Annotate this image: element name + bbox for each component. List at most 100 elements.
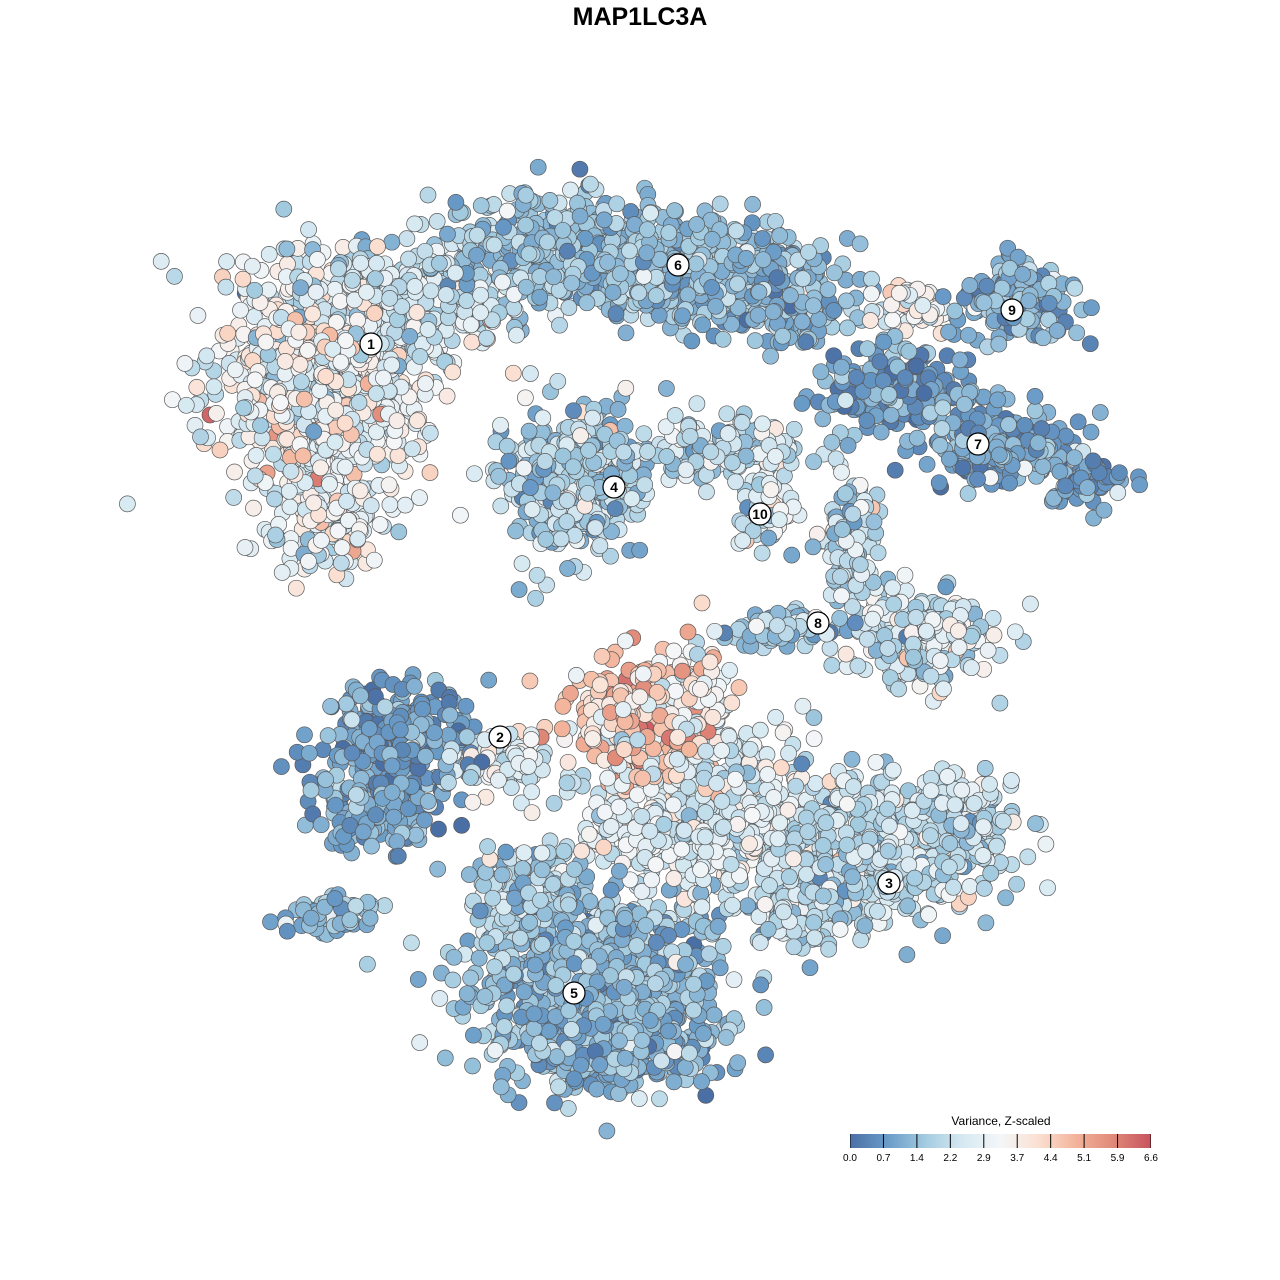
cell-point bbox=[951, 351, 969, 369]
cell-point bbox=[553, 720, 571, 738]
cell-point bbox=[1069, 413, 1087, 431]
cell-point bbox=[152, 253, 170, 270]
cell-point bbox=[492, 497, 510, 515]
cell-point bbox=[805, 730, 823, 748]
cell-point bbox=[785, 420, 803, 438]
cell-point bbox=[559, 560, 576, 577]
cell-point bbox=[198, 347, 216, 365]
cell-point bbox=[990, 335, 1008, 353]
cell-point bbox=[226, 463, 243, 481]
cell-point bbox=[421, 464, 439, 481]
cell-point bbox=[727, 473, 744, 491]
cell-point bbox=[588, 1080, 606, 1098]
chart-title: MAP1LC3A bbox=[572, 3, 708, 31]
cell-point bbox=[208, 405, 225, 422]
cell-point bbox=[896, 566, 914, 584]
cell-point bbox=[651, 1090, 668, 1108]
cell-point bbox=[398, 230, 416, 247]
cell-point bbox=[262, 913, 279, 931]
cell-point bbox=[793, 395, 811, 412]
cell-point bbox=[630, 1090, 648, 1107]
cell-point bbox=[744, 196, 761, 213]
cell-point bbox=[287, 579, 305, 597]
cell-point bbox=[718, 405, 736, 423]
cell-point bbox=[977, 914, 995, 932]
cell-point bbox=[985, 626, 1003, 644]
cell-point bbox=[211, 441, 229, 459]
cell-point bbox=[1081, 335, 1099, 353]
cell-point bbox=[705, 1006, 723, 1024]
cell-point bbox=[814, 410, 832, 428]
cell-point bbox=[767, 212, 784, 230]
cell-point bbox=[746, 332, 764, 349]
cell-point bbox=[528, 566, 546, 584]
cell-point bbox=[991, 694, 1009, 712]
cell-point bbox=[783, 546, 801, 564]
cell-point bbox=[512, 794, 530, 812]
cell-point bbox=[492, 416, 509, 434]
cell-point bbox=[869, 544, 887, 562]
cell-point bbox=[278, 240, 296, 258]
cell-point bbox=[312, 816, 330, 834]
cell-point bbox=[617, 632, 634, 650]
cell-point bbox=[462, 969, 479, 987]
cell-point bbox=[1091, 404, 1109, 421]
cell-point bbox=[997, 889, 1014, 907]
cell-point bbox=[458, 985, 476, 1003]
cell-point bbox=[1039, 879, 1056, 897]
cell-point bbox=[527, 589, 544, 607]
cell-point bbox=[343, 711, 361, 729]
cell-point bbox=[571, 160, 589, 178]
cell-point bbox=[389, 447, 407, 464]
cell-point bbox=[319, 727, 337, 744]
cell-point bbox=[507, 522, 524, 540]
cell-point bbox=[886, 461, 904, 479]
cell-point bbox=[260, 246, 278, 263]
cell-point bbox=[460, 866, 478, 883]
cell-point bbox=[273, 758, 290, 775]
cell-point bbox=[550, 1078, 567, 1096]
cell-points bbox=[119, 158, 1148, 1140]
cell-point bbox=[683, 332, 701, 350]
cell-point bbox=[643, 871, 660, 889]
cell-point bbox=[369, 238, 386, 255]
cell-point bbox=[794, 697, 812, 715]
cell-point bbox=[376, 897, 393, 914]
cell-point bbox=[428, 213, 446, 230]
cell-point bbox=[767, 709, 784, 726]
cell-point bbox=[757, 1046, 774, 1064]
cell-point bbox=[1131, 476, 1148, 494]
cell-point bbox=[453, 817, 470, 834]
cell-point bbox=[409, 971, 427, 988]
cell-point bbox=[464, 1057, 481, 1075]
cell-point bbox=[1083, 299, 1100, 317]
cell-point bbox=[698, 483, 715, 501]
cell-point bbox=[852, 931, 870, 949]
cell-point bbox=[245, 499, 262, 517]
cell-point bbox=[851, 235, 869, 253]
cell-point bbox=[466, 465, 483, 483]
cell-point bbox=[729, 1054, 747, 1072]
cell-point bbox=[801, 959, 819, 977]
cell-point bbox=[275, 200, 293, 218]
cell-point bbox=[755, 999, 773, 1016]
cell-point bbox=[314, 741, 332, 759]
cell-point bbox=[1008, 875, 1025, 893]
cell-point bbox=[812, 363, 830, 381]
cell-point bbox=[545, 794, 563, 812]
cell-point bbox=[937, 578, 955, 596]
cell-point bbox=[119, 495, 136, 513]
cell-point bbox=[1027, 815, 1044, 832]
cell-point bbox=[465, 1026, 482, 1044]
cell-point bbox=[884, 311, 901, 329]
cell-point bbox=[396, 496, 414, 514]
cell-point bbox=[635, 425, 653, 443]
cell-point bbox=[480, 671, 498, 689]
cell-point bbox=[658, 380, 675, 397]
cell-point bbox=[411, 489, 428, 507]
cell-point bbox=[633, 883, 651, 900]
cell-point bbox=[693, 594, 711, 612]
cell-point bbox=[436, 1049, 454, 1067]
cell-point bbox=[218, 253, 235, 270]
